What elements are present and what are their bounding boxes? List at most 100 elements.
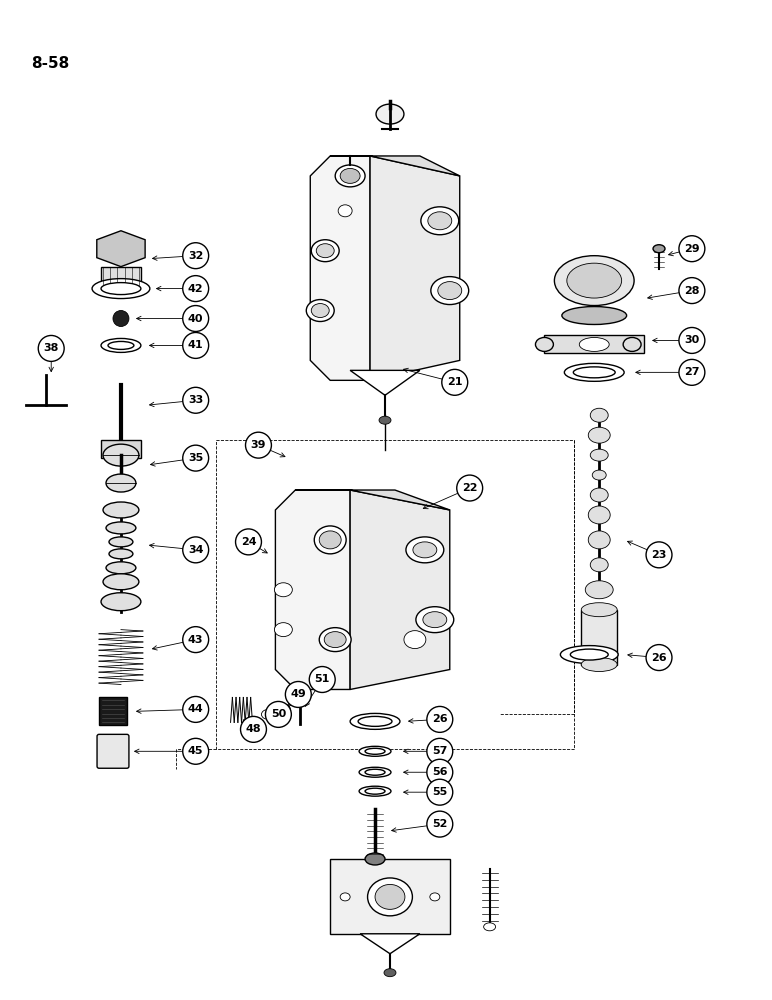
- Text: 39: 39: [251, 440, 266, 450]
- Bar: [215, 440, 574, 749]
- Circle shape: [183, 332, 208, 358]
- Ellipse shape: [103, 574, 139, 590]
- Ellipse shape: [274, 623, 293, 637]
- Ellipse shape: [591, 558, 608, 572]
- Circle shape: [442, 369, 468, 395]
- Ellipse shape: [588, 506, 610, 524]
- Circle shape: [280, 704, 290, 714]
- Ellipse shape: [92, 279, 150, 299]
- Ellipse shape: [359, 746, 391, 756]
- Circle shape: [245, 432, 272, 458]
- Ellipse shape: [296, 691, 305, 697]
- Ellipse shape: [623, 337, 641, 351]
- Ellipse shape: [571, 649, 608, 660]
- Text: 45: 45: [188, 746, 204, 756]
- Text: 52: 52: [432, 819, 448, 829]
- Text: 29: 29: [684, 244, 699, 254]
- Circle shape: [183, 445, 208, 471]
- Text: 49: 49: [290, 689, 306, 699]
- Ellipse shape: [423, 612, 447, 628]
- Circle shape: [183, 537, 208, 563]
- Text: 57: 57: [432, 746, 448, 756]
- Text: 44: 44: [188, 704, 204, 714]
- Ellipse shape: [365, 769, 385, 775]
- Ellipse shape: [653, 245, 665, 253]
- Text: 23: 23: [652, 550, 667, 560]
- Ellipse shape: [483, 923, 496, 931]
- Ellipse shape: [581, 658, 617, 672]
- Circle shape: [457, 475, 482, 501]
- Ellipse shape: [311, 240, 339, 262]
- Text: 50: 50: [271, 709, 286, 719]
- Circle shape: [679, 236, 705, 262]
- Ellipse shape: [335, 165, 365, 187]
- Polygon shape: [310, 156, 370, 380]
- Text: 22: 22: [462, 483, 477, 493]
- Text: 41: 41: [188, 340, 204, 350]
- Ellipse shape: [428, 212, 452, 230]
- Ellipse shape: [404, 631, 426, 649]
- Ellipse shape: [574, 367, 615, 378]
- Polygon shape: [360, 934, 420, 954]
- Ellipse shape: [536, 337, 554, 351]
- Text: 43: 43: [188, 635, 204, 645]
- Ellipse shape: [101, 283, 141, 295]
- Ellipse shape: [317, 244, 334, 258]
- Text: 56: 56: [432, 767, 448, 777]
- Ellipse shape: [421, 207, 459, 235]
- Circle shape: [183, 243, 208, 269]
- Text: 34: 34: [188, 545, 204, 555]
- Ellipse shape: [108, 341, 134, 349]
- Ellipse shape: [365, 748, 385, 754]
- Circle shape: [183, 276, 208, 302]
- Ellipse shape: [103, 502, 139, 518]
- Text: 35: 35: [188, 453, 203, 463]
- Ellipse shape: [567, 263, 621, 298]
- Ellipse shape: [588, 531, 610, 549]
- Circle shape: [183, 306, 208, 331]
- Ellipse shape: [106, 522, 136, 534]
- Text: 30: 30: [684, 335, 699, 345]
- FancyBboxPatch shape: [101, 440, 141, 458]
- FancyBboxPatch shape: [330, 859, 450, 934]
- Ellipse shape: [324, 632, 346, 648]
- Ellipse shape: [430, 893, 440, 901]
- Circle shape: [241, 716, 266, 742]
- FancyBboxPatch shape: [581, 610, 617, 665]
- Circle shape: [183, 738, 208, 764]
- Ellipse shape: [581, 603, 617, 617]
- Text: 51: 51: [314, 674, 330, 684]
- Text: 48: 48: [245, 724, 261, 734]
- Ellipse shape: [579, 337, 609, 351]
- Ellipse shape: [585, 581, 613, 599]
- Ellipse shape: [320, 628, 351, 652]
- Circle shape: [266, 701, 291, 727]
- Circle shape: [183, 696, 208, 722]
- Circle shape: [679, 278, 705, 304]
- Circle shape: [183, 387, 208, 413]
- Polygon shape: [370, 156, 460, 380]
- Ellipse shape: [358, 716, 392, 726]
- Polygon shape: [276, 490, 350, 689]
- Circle shape: [235, 529, 262, 555]
- Text: 21: 21: [447, 377, 462, 387]
- Text: 27: 27: [684, 367, 699, 377]
- Circle shape: [39, 335, 64, 361]
- Ellipse shape: [314, 526, 346, 554]
- Circle shape: [646, 542, 672, 568]
- Ellipse shape: [340, 168, 360, 183]
- Text: 28: 28: [684, 286, 699, 296]
- Polygon shape: [350, 490, 450, 689]
- Circle shape: [310, 667, 335, 692]
- Ellipse shape: [109, 537, 133, 547]
- Text: 55: 55: [432, 787, 448, 797]
- Text: 33: 33: [188, 395, 203, 405]
- Circle shape: [427, 779, 452, 805]
- Circle shape: [679, 359, 705, 385]
- Ellipse shape: [306, 300, 334, 321]
- Circle shape: [646, 645, 672, 671]
- Ellipse shape: [106, 474, 136, 492]
- Text: 42: 42: [188, 284, 204, 294]
- FancyBboxPatch shape: [101, 267, 141, 287]
- Circle shape: [286, 681, 311, 707]
